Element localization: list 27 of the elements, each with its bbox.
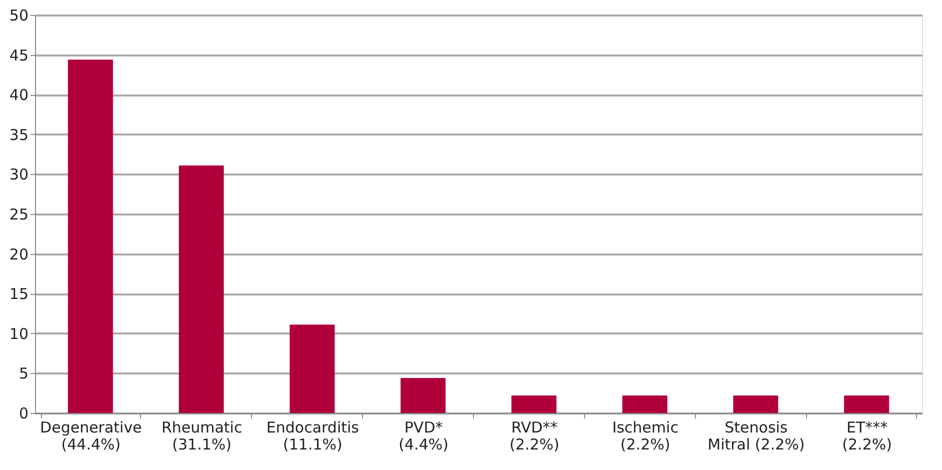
y-tick-label: 10 — [9, 324, 28, 343]
x-tick-label: Degenerative (44.4%) — [40, 418, 142, 454]
bar — [844, 395, 890, 413]
y-tick-label: 35 — [9, 126, 28, 144]
y-tick-label: 30 — [9, 166, 28, 184]
y-tick-label: 25 — [9, 206, 28, 224]
bar — [290, 324, 335, 413]
bar — [733, 395, 778, 413]
bar — [622, 395, 668, 413]
x-tick-label: ET*** (2.2%) — [842, 418, 892, 454]
y-tick-label: 45 — [9, 46, 28, 64]
y-tick-label: 15 — [9, 285, 28, 304]
x-tick-label: Endocarditis (11.1%) — [266, 418, 360, 454]
bar — [511, 395, 556, 413]
x-tick-label: Ischemic (2.2%) — [612, 418, 678, 454]
y-tick-label: 40 — [9, 86, 28, 104]
y-tick-label: 20 — [9, 245, 28, 264]
y-tick-label: 5 — [18, 364, 28, 383]
x-tick-label: Stenosis Mitral (2.2%) — [708, 418, 805, 454]
bar — [178, 165, 224, 413]
y-tick-label: 0 — [18, 404, 28, 422]
x-tick-label: Rheumatic (31.1%) — [161, 418, 242, 454]
x-tick-label: RVD** (2.2%) — [510, 418, 560, 454]
bar — [400, 378, 446, 413]
bar — [68, 60, 113, 413]
y-tick-label: 50 — [9, 6, 28, 24]
x-tick-label: PVD* (4.4%) — [398, 418, 448, 454]
